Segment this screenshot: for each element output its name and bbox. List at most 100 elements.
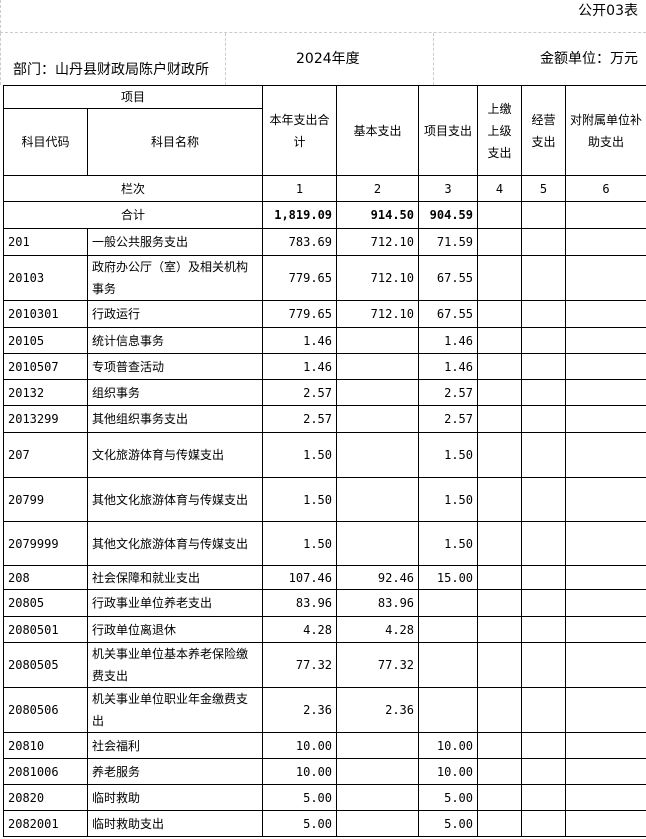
empty-cell [521,228,567,256]
year-cell: 2024年度 [226,33,434,85]
table-row: 20105 统计信息事务 1.46 1.46 [3,327,646,354]
idx: 4 [477,175,523,202]
cell-project [418,687,479,733]
cell-project: 2.57 [418,405,479,433]
cell-total: 5.00 [262,784,338,811]
empty-cell [477,255,523,301]
idx: 1 [262,175,338,202]
cell-code: 2080506 [3,687,88,733]
empty-cell [521,432,567,478]
cell-total: 10.00 [262,758,338,785]
cell-project: 15.00 [418,565,479,590]
idx: 5 [521,175,567,202]
total-total: 1,819.09 [262,201,338,229]
empty-cell [521,379,567,406]
cell-project: 5.00 [418,784,479,811]
cell-name: 行政运行 [86,300,264,328]
empty-cell [521,405,567,433]
cell-code: 2079999 [3,521,88,566]
empty-cell [521,616,567,643]
cell-code: 2010507 [3,353,88,380]
cell-code: 2080501 [3,616,88,643]
cell-basic: 4.28 [336,616,420,643]
empty-cell [565,255,646,301]
empty-cell [565,432,646,478]
empty-cell [477,432,523,478]
cell-code: 2082001 [3,810,88,837]
header-affiliated: 对附属单位补助支出 [565,85,646,176]
cell-total: 2.57 [262,379,338,406]
cell-name: 机关事业单位职业年金缴费支出 [86,687,264,733]
empty-cell [477,810,523,837]
column-index-label: 栏次 [2,175,264,202]
cell-basic [336,521,420,566]
empty-cell [477,758,523,785]
cell-name: 机关事业单位基本养老保险缴费支出 [86,642,264,688]
unit-cell: 金额单位：万元 [434,33,646,85]
cell-name: 临时救助 [86,784,264,811]
table-row: 20810 社会福利 10.00 10.00 [3,732,646,759]
empty-cell [565,477,646,522]
cell-code: 2010301 [3,300,88,328]
total-project: 904.59 [418,201,479,229]
cell-project [418,642,479,688]
cell-basic [336,784,420,811]
cell-project [418,616,479,643]
empty-cell [521,477,567,522]
cell-project: 1.46 [418,353,479,380]
empty-cell [565,810,646,837]
cell-total: 10.00 [262,732,338,759]
empty-cell [477,477,523,522]
table-row: 2013299 其他组织事务支出 2.57 2.57 [3,405,646,433]
cell-basic: 712.10 [336,300,420,328]
empty-cell [565,379,646,406]
cell-total: 83.96 [262,589,338,617]
cell-project: 1.50 [418,477,479,522]
empty-cell [477,784,523,811]
expenditure-table: 项目 本年支出合计 基本支出 项目支出 上缴上级支出 经营支出 对附属单位补助支… [2,85,646,837]
cell-project: 1.50 [418,432,479,478]
cell-total: 779.65 [262,300,338,328]
cell-basic: 712.10 [336,228,420,256]
empty-cell [565,327,646,354]
cell-name: 专项普查活动 [86,353,264,380]
empty-cell [477,228,523,256]
cell-basic [336,477,420,522]
empty-cell [477,732,523,759]
cell-total: 1.46 [262,353,338,380]
cell-total: 1.46 [262,327,338,354]
empty-cell [477,300,523,328]
empty-cell [521,255,567,301]
cell-name: 行政事业单位养老支出 [86,589,264,617]
table-row: 2010507 专项普查活动 1.46 1.46 [3,353,646,380]
empty-cell [565,201,646,229]
cell-basic [336,353,420,380]
table-row: 207 文化旅游体育与传媒支出 1.50 1.50 [3,432,646,478]
cell-project [418,589,479,617]
table-row: 20820 临时救助 5.00 5.00 [3,784,646,811]
cell-total: 1.50 [262,477,338,522]
cell-name: 养老服务 [86,758,264,785]
cell-project: 10.00 [418,758,479,785]
table-row: 2010301 行政运行 779.65 712.10 67.55 [3,300,646,328]
cell-basic: 83.96 [336,589,420,617]
table-row: 2080501 行政单位离退休 4.28 4.28 [3,616,646,643]
title-band: 公开03表 [0,0,646,33]
table-row: 2081006 养老服务 10.00 10.00 [3,758,646,785]
cell-code: 208 [3,565,88,590]
header-total: 本年支出合计 [262,85,338,176]
cell-total: 1.50 [262,432,338,478]
cell-basic [336,432,420,478]
cell-project: 5.00 [418,810,479,837]
cell-name: 其他组织事务支出 [86,405,264,433]
cell-basic: 77.32 [336,642,420,688]
cell-total: 2.36 [262,687,338,733]
cell-basic: 92.46 [336,565,420,590]
cell-name: 社会福利 [86,732,264,759]
cell-project: 67.55 [418,255,479,301]
empty-cell [521,353,567,380]
empty-cell [565,589,646,617]
cell-total: 2.57 [262,405,338,433]
cell-code: 20805 [3,589,88,617]
cell-code: 20820 [3,784,88,811]
